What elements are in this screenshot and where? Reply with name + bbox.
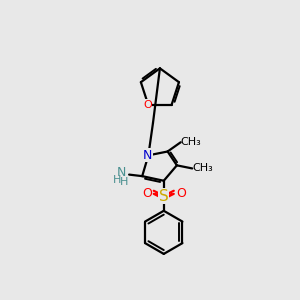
Text: N: N: [117, 166, 126, 179]
Text: CH₃: CH₃: [192, 164, 213, 173]
Text: O: O: [143, 100, 152, 110]
Text: O: O: [176, 187, 186, 200]
Text: O: O: [142, 187, 152, 200]
Text: S: S: [159, 189, 169, 204]
Text: CH₃: CH₃: [180, 137, 201, 147]
Text: H: H: [113, 175, 122, 185]
Text: H: H: [119, 176, 128, 187]
Text: N: N: [143, 149, 152, 162]
